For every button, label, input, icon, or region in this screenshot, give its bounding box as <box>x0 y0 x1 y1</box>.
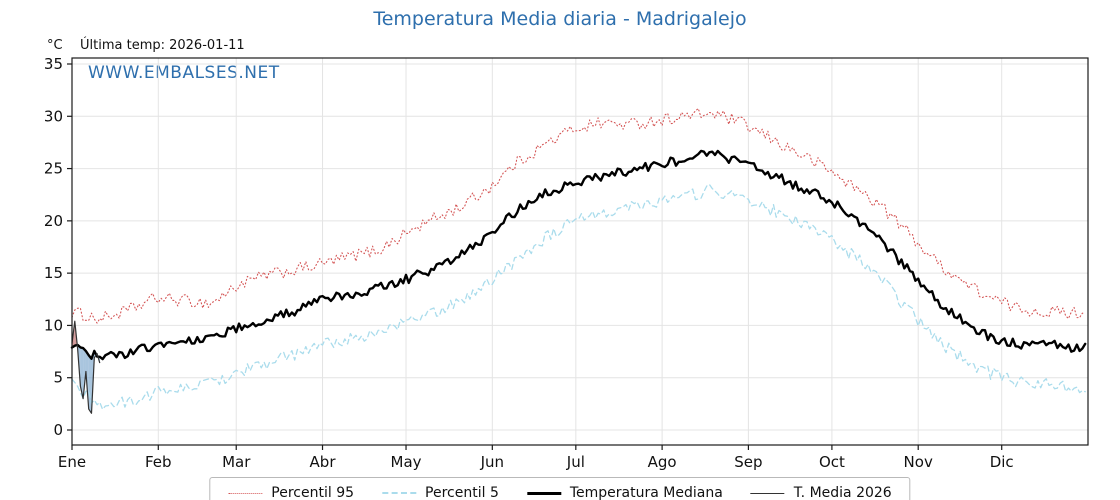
legend-label-percentil5: Percentil 5 <box>425 485 499 500</box>
legend-label-percentil95: Percentil 95 <box>271 485 355 500</box>
percentil5-line-sample-icon <box>382 492 417 494</box>
svg-text:5: 5 <box>53 369 63 387</box>
svg-text:Dic: Dic <box>990 453 1014 471</box>
legend: Percentil 95 Percentil 5 Temperatura Med… <box>209 477 911 500</box>
svg-text:Ene: Ene <box>58 453 86 471</box>
svg-text:10: 10 <box>44 316 63 334</box>
svg-text:Ago: Ago <box>648 453 677 471</box>
svg-text:25: 25 <box>44 160 63 178</box>
svg-text:0: 0 <box>53 421 63 439</box>
mediana-line-sample-icon <box>526 491 561 495</box>
chart-title: Temperatura Media diaria - Madrigalejo <box>373 8 747 30</box>
svg-text:Feb: Feb <box>145 453 172 471</box>
legend-item-percentil5: Percentil 5 <box>382 485 499 500</box>
legend-item-percentil95: Percentil 95 <box>228 485 354 500</box>
tmedia2026-line-sample-icon <box>750 492 785 494</box>
svg-text:Jun: Jun <box>480 453 504 471</box>
legend-label-mediana: Temperatura Mediana <box>569 485 723 500</box>
percentil95-line-sample-icon <box>228 492 263 494</box>
svg-text:35: 35 <box>44 55 63 73</box>
svg-text:May: May <box>391 453 422 471</box>
svg-text:Mar: Mar <box>222 453 251 471</box>
legend-item-mediana: Temperatura Mediana <box>526 485 723 500</box>
watermark: WWW.EMBALSES.NET <box>88 63 280 83</box>
svg-text:Nov: Nov <box>904 453 933 471</box>
svg-text:30: 30 <box>44 107 63 125</box>
svg-text:Abr: Abr <box>310 453 337 471</box>
svg-text:Oct: Oct <box>819 453 845 471</box>
legend-label-tmedia2026: T. Media 2026 <box>793 485 892 500</box>
legend-item-tmedia2026: T. Media 2026 <box>750 485 892 500</box>
svg-text:15: 15 <box>44 264 63 282</box>
svg-text:Sep: Sep <box>734 453 762 471</box>
y-axis-unit-label: °C <box>47 38 63 53</box>
last-temp-annotation: Última temp: 2026-01-11 <box>80 38 245 53</box>
svg-text:20: 20 <box>44 212 63 230</box>
svg-text:Jul: Jul <box>566 453 585 471</box>
